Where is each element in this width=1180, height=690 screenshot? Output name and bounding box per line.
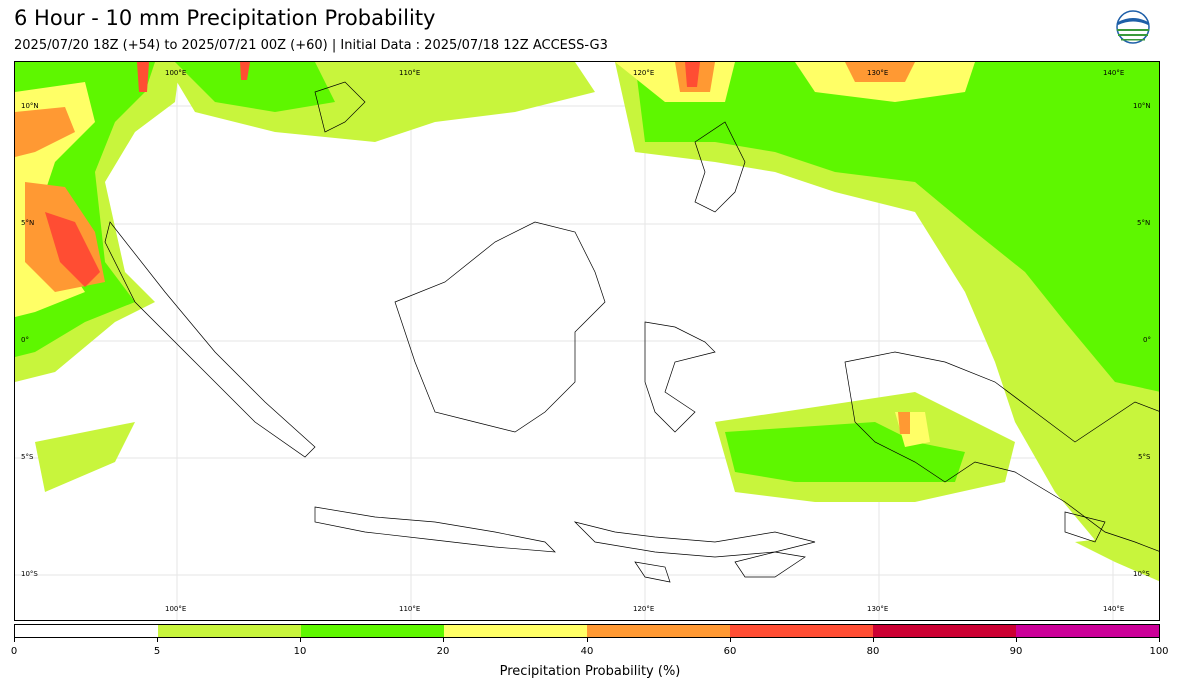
lat-label-right: 10°S xyxy=(1133,570,1150,578)
colorbar-swatch xyxy=(301,625,444,637)
colorbar-swatch xyxy=(158,625,301,637)
lat-label-left: 0° xyxy=(21,336,29,344)
colorbar-swatch xyxy=(873,625,1016,637)
colorbar-tick-label: 80 xyxy=(866,646,880,657)
map-title: 6 Hour - 10 mm Precipitation Probability xyxy=(14,6,436,30)
lat-label-left: 10°N xyxy=(21,102,39,110)
coastlines xyxy=(104,81,1159,583)
colorbar-swatch xyxy=(1016,625,1159,637)
lat-label-left: 5°N xyxy=(21,219,35,227)
colorbar-tick-label: 20 xyxy=(436,646,450,657)
precipitation-map: 100°E 110°E 120°E 130°E 140°E 100°E 110°… xyxy=(14,61,1160,621)
colorbar-swatch xyxy=(15,625,158,637)
lat-label-left: 5°S xyxy=(21,453,34,461)
lat-label-right: 5°N xyxy=(1137,219,1151,227)
map-canvas xyxy=(15,62,1159,620)
colorbar-tick-label: 10 xyxy=(293,646,307,657)
lon-label-bottom: 110°E xyxy=(399,605,421,613)
colorbar-tick-label: 40 xyxy=(580,646,594,657)
colorbar-swatch xyxy=(730,625,873,637)
colorbar-tick-label: 60 xyxy=(723,646,737,657)
colorbar-label: Precipitation Probability (%) xyxy=(499,664,681,679)
lon-label-bottom: 130°E xyxy=(867,605,889,613)
colorbar-swatch xyxy=(444,625,587,637)
lat-label-right: 10°N xyxy=(1133,102,1151,110)
lon-label-top: 110°E xyxy=(399,69,421,77)
lon-label-top: 130°E xyxy=(867,69,889,77)
lat-label-right: 0° xyxy=(1143,336,1151,344)
lon-label-top: 140°E xyxy=(1103,69,1125,77)
lon-label-bottom: 140°E xyxy=(1103,605,1125,613)
bmkg-logo xyxy=(1114,10,1152,56)
colorbar-tick-label: 100 xyxy=(1149,646,1169,657)
map-subtitle: 2025/07/20 18Z (+54) to 2025/07/21 00Z (… xyxy=(14,38,608,53)
colorbar-swatch xyxy=(587,625,730,637)
precip-field-60-80 xyxy=(45,62,700,287)
lon-label-top: 120°E xyxy=(633,69,655,77)
lat-label-left: 10°S xyxy=(21,570,38,578)
lat-label-right: 5°S xyxy=(1138,453,1151,461)
lon-label-top: 100°E xyxy=(165,69,187,77)
lon-label-bottom: 120°E xyxy=(633,605,655,613)
colorbar xyxy=(14,624,1160,638)
colorbar-tick-label: 5 xyxy=(153,646,161,657)
colorbar-tick-label: 90 xyxy=(1009,646,1023,657)
colorbar-tick-label: 0 xyxy=(10,646,18,657)
lon-label-bottom: 100°E xyxy=(165,605,187,613)
